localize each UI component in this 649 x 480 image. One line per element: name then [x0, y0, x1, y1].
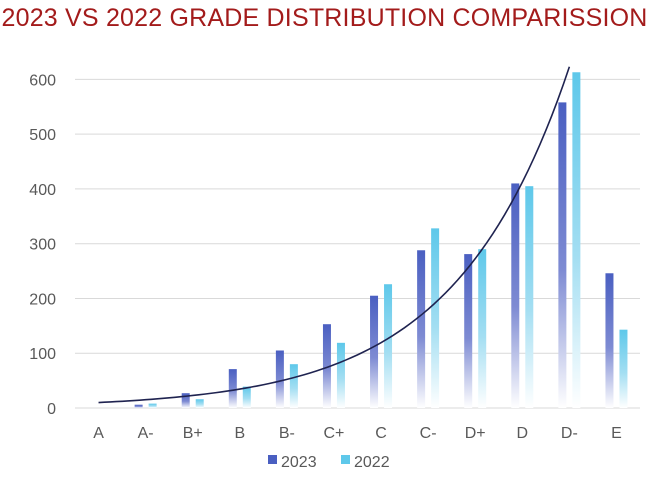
- x-tick-label: D+: [465, 425, 486, 442]
- x-tick-label: E: [611, 425, 622, 442]
- y-tick-label: 600: [29, 72, 56, 89]
- x-tick-label: B+: [183, 425, 203, 442]
- bar-2022-D-: [572, 72, 581, 408]
- x-tick-label: A-: [138, 425, 154, 442]
- y-tick-label: 300: [29, 237, 56, 254]
- bar-2023-C-: [417, 250, 426, 408]
- x-tick-label: D: [517, 425, 529, 442]
- y-tick-label: 100: [29, 346, 56, 363]
- bar-2023-A-: [134, 404, 143, 408]
- bar-2022-B: [242, 386, 251, 408]
- bar-2022-B+: [195, 399, 204, 408]
- y-tick-label: 0: [47, 401, 56, 418]
- bars: [134, 72, 628, 408]
- y-tick-label: 500: [29, 127, 56, 144]
- legend: 2023 2022: [268, 454, 390, 471]
- bar-2023-C+: [322, 324, 331, 408]
- x-tick-label: C+: [324, 425, 345, 442]
- x-tick-label: D-: [561, 425, 578, 442]
- x-tick-label: C: [375, 425, 387, 442]
- x-tick-label: A: [93, 425, 104, 442]
- legend-swatch: [341, 455, 350, 464]
- bar-2022-C: [384, 284, 393, 408]
- bar-2023-D: [511, 183, 520, 408]
- bar-2023-E: [605, 273, 614, 408]
- bar-2022-A-: [148, 403, 157, 408]
- bar-2023-B: [228, 369, 237, 408]
- y-tick-label: 400: [29, 182, 56, 199]
- legend-label: 2023: [281, 454, 317, 471]
- bar-2022-B-: [289, 364, 298, 408]
- x-axis: A A- B+ B B- C+ C C- D+ D D- E: [93, 425, 622, 442]
- bar-2023-B+: [181, 393, 190, 408]
- gridlines: [75, 78, 640, 409]
- bar-2022-E: [619, 329, 628, 408]
- trend-line: [98, 66, 571, 404]
- bar-2023-C: [370, 295, 379, 408]
- bar-2023-B-: [275, 350, 284, 408]
- legend-swatch: [268, 455, 277, 464]
- bar-2022-D: [525, 186, 534, 408]
- x-tick-label: B-: [279, 425, 295, 442]
- bar-2022-C+: [336, 342, 345, 408]
- bar-2023-D+: [464, 254, 473, 408]
- x-tick-label: C-: [420, 425, 437, 442]
- bar-2023-D-: [558, 102, 567, 408]
- bar-2022-D+: [478, 249, 487, 408]
- y-tick-label: 200: [29, 291, 56, 308]
- y-axis: 0 100 200 300 400 500 600: [29, 72, 56, 418]
- chart-title: 2023 VS 2022 GRADE DISTRIBUTION COMPARIS…: [1, 4, 648, 32]
- bar-2022-C-: [431, 228, 440, 408]
- x-tick-label: B: [234, 425, 245, 442]
- trend-curve: [98, 66, 571, 404]
- legend-label: 2022: [354, 454, 390, 471]
